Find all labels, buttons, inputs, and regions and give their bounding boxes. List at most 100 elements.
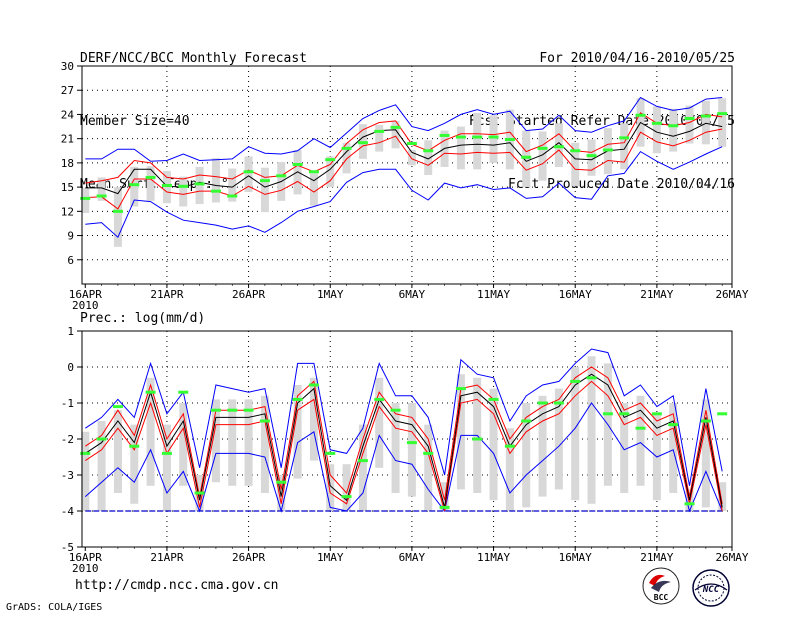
p2-observed-marker <box>357 459 368 463</box>
p1-observed-marker <box>423 149 434 153</box>
p2-spread-box <box>440 482 449 511</box>
p2-spread-box <box>81 431 90 511</box>
p1-line-max <box>85 96 723 162</box>
p1-observed-marker <box>635 113 646 117</box>
p2-observed-marker <box>570 379 581 383</box>
p1-observed-marker <box>553 145 564 149</box>
member-size: Member Size=40 <box>80 114 190 129</box>
p2-observed-marker <box>439 505 450 509</box>
p1-spread-box <box>620 123 629 170</box>
p1-observed-marker <box>308 170 319 174</box>
p1-line-median <box>85 121 723 195</box>
p2-year-label: 2010 <box>72 562 99 575</box>
p2-observed-marker <box>374 397 385 401</box>
forecast-title: DERF/NCC/BCC Monthly Forecast <box>80 51 307 66</box>
p2-spread-box <box>701 399 710 508</box>
p1-observed-marker <box>112 209 123 213</box>
p1-spread-box <box>587 139 596 176</box>
p1-observed-marker <box>80 196 91 200</box>
p1-observed-marker <box>472 135 483 139</box>
p2-ytick-label: -4 <box>61 505 75 518</box>
p2-spread-box <box>424 424 433 511</box>
p2-observed-marker <box>112 405 123 409</box>
p1-observed-marker <box>243 170 254 174</box>
p1-observed-marker <box>619 136 630 140</box>
p1-ytick-label: 21 <box>61 133 74 146</box>
p2-observed-marker <box>308 383 319 387</box>
p1-observed-marker <box>488 135 499 139</box>
p2-observed-marker <box>406 441 417 445</box>
p1-observed-marker <box>537 146 548 150</box>
p2-spread-box <box>554 388 563 490</box>
p1-xtick-label: 1MAY <box>317 288 344 301</box>
p1-year-label: 2010 <box>72 299 99 312</box>
p2-spread-box <box>97 421 106 511</box>
p1-xtick-label: 16APR <box>69 288 102 301</box>
p1-ytick-label: 24 <box>61 108 75 121</box>
p2-xtick-label: 26APR <box>232 551 265 564</box>
p2-spread-box <box>260 395 269 493</box>
p1-xtick-label: 16MAY <box>559 288 592 301</box>
p2-observed-marker <box>161 451 172 455</box>
p1-spread-box <box>424 140 433 175</box>
p2-spread-box <box>162 424 171 511</box>
p2-observed-marker <box>537 401 548 405</box>
p2-spread-box <box>407 403 416 497</box>
p2-spread-box <box>489 388 498 501</box>
p1-spread-box <box>342 142 351 174</box>
forecast-period: For 2010/04/16-2010/05/25 <box>539 51 735 66</box>
p2-observed-marker <box>521 419 532 423</box>
p1-spread-box <box>718 98 727 147</box>
p1-observed-marker <box>178 184 189 188</box>
p1-observed-marker <box>570 149 581 153</box>
p1-xtick-label: 26MAY <box>715 288 748 301</box>
p1-ytick-label: 15 <box>61 181 74 194</box>
p1-spread-box <box>195 166 204 205</box>
p2-observed-marker <box>178 390 189 394</box>
p1-observed-marker <box>586 154 597 158</box>
p1-observed-marker <box>700 114 711 118</box>
p1-spread-box <box>244 156 253 192</box>
p1-observed-marker <box>651 121 662 125</box>
p2-spread-box <box>718 482 727 511</box>
p2-line-max <box>85 348 723 486</box>
p1-spread-box <box>162 170 171 204</box>
p2-observed-marker <box>717 412 728 416</box>
p2-spread-box <box>113 410 122 493</box>
p2-observed-marker <box>96 437 107 441</box>
p1-spread-box <box>669 108 678 152</box>
source-url[interactable]: http://cmdp.ncc.cma.gov.cn <box>75 578 279 593</box>
p2-spread-box <box>211 399 220 483</box>
p1-spread-box <box>571 142 580 187</box>
p1-spread-box <box>179 176 188 207</box>
p1-spread-box <box>391 120 400 149</box>
grads-credit: GrADS: COLA/IGES <box>6 602 103 613</box>
p2-observed-marker <box>684 502 695 506</box>
p2-xtick-label: 21APR <box>150 551 183 564</box>
p1-spread-box <box>473 112 482 170</box>
p2-ytick-label: -3 <box>61 469 74 482</box>
p2-observed-marker <box>227 408 238 412</box>
p1-spread-box <box>130 166 139 207</box>
p1-spread-box <box>228 168 237 202</box>
p1-xtick-label: 26APR <box>232 288 265 301</box>
p1-spread-box <box>489 115 498 163</box>
p1-observed-marker <box>668 124 679 128</box>
p1-spread-box <box>685 105 694 144</box>
p1-spread-box <box>211 158 220 203</box>
p1-observed-marker <box>455 135 466 139</box>
p2-spread-box <box>130 424 139 504</box>
p1-observed-marker <box>357 141 368 145</box>
p2-spread-box <box>358 424 367 511</box>
p2-observed-marker <box>553 401 564 405</box>
bcc-logo: BCC <box>642 567 680 605</box>
p2-spread-box <box>456 374 465 490</box>
p2-line-median <box>85 373 723 508</box>
p2-observed-marker <box>243 408 254 412</box>
p1-spread-box <box>554 123 563 167</box>
p2-observed-marker <box>455 387 466 391</box>
p1-spread-box <box>701 100 710 145</box>
p2-observed-marker <box>619 412 630 416</box>
p2-spread-box <box>179 403 188 486</box>
p2-spread-box <box>277 475 286 511</box>
